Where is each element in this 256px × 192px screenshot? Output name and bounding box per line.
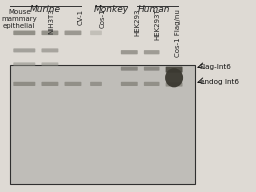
FancyBboxPatch shape: [41, 62, 58, 66]
FancyBboxPatch shape: [144, 50, 159, 54]
FancyBboxPatch shape: [144, 82, 159, 86]
Text: endog Int6: endog Int6: [200, 79, 239, 85]
Text: Murine: Murine: [29, 5, 60, 14]
FancyBboxPatch shape: [13, 48, 35, 52]
Text: Human: Human: [137, 5, 170, 14]
Text: Cos-1 Flag/nu: Cos-1 Flag/nu: [175, 9, 181, 56]
FancyBboxPatch shape: [41, 82, 58, 86]
FancyBboxPatch shape: [10, 65, 195, 184]
FancyBboxPatch shape: [166, 67, 183, 73]
FancyBboxPatch shape: [65, 82, 81, 86]
Text: HEK293: HEK293: [134, 9, 140, 36]
Ellipse shape: [165, 68, 183, 87]
Text: HEK293T: HEK293T: [154, 9, 161, 40]
Text: CV-1: CV-1: [78, 9, 84, 25]
Text: Monkey: Monkey: [94, 5, 129, 14]
FancyBboxPatch shape: [13, 31, 35, 35]
FancyBboxPatch shape: [65, 31, 81, 35]
Text: NIH3T3: NIH3T3: [48, 9, 54, 34]
FancyBboxPatch shape: [13, 82, 35, 86]
FancyBboxPatch shape: [13, 62, 35, 66]
FancyBboxPatch shape: [166, 82, 183, 87]
Text: Mouse
mammary
epithelial: Mouse mammary epithelial: [1, 9, 37, 29]
FancyBboxPatch shape: [41, 31, 58, 35]
FancyBboxPatch shape: [41, 48, 58, 52]
FancyBboxPatch shape: [144, 67, 159, 71]
FancyBboxPatch shape: [90, 82, 102, 86]
FancyBboxPatch shape: [121, 82, 138, 86]
FancyBboxPatch shape: [121, 67, 138, 71]
Text: Cos-1: Cos-1: [99, 9, 105, 28]
FancyBboxPatch shape: [121, 50, 138, 54]
FancyBboxPatch shape: [90, 31, 102, 35]
Text: Flag-Int6: Flag-Int6: [200, 64, 232, 70]
